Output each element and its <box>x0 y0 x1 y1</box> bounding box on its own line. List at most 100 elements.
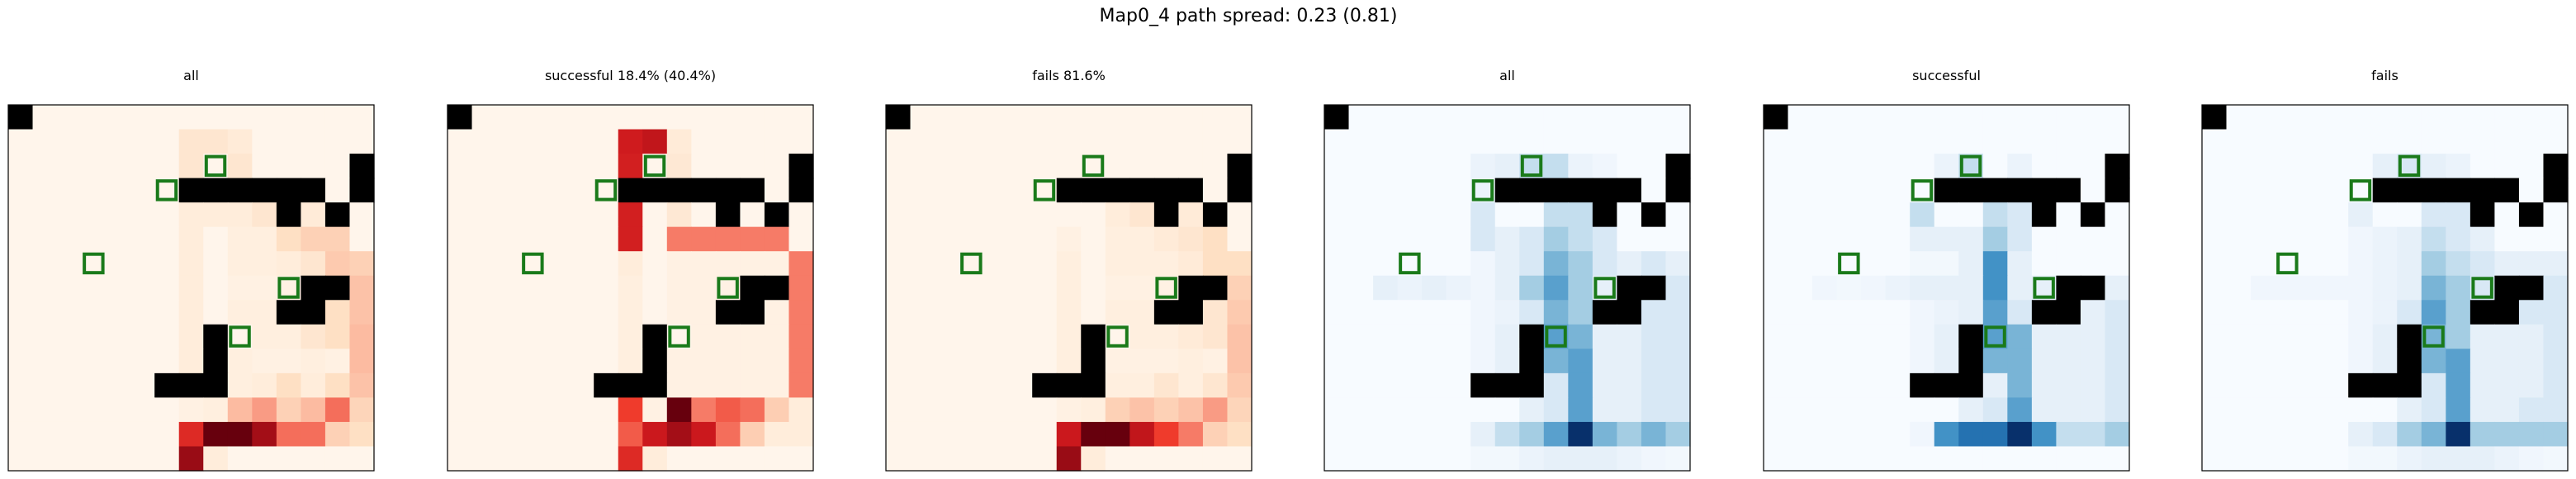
heatmap-cell <box>1641 397 1667 423</box>
heatmap-cell <box>2543 251 2569 277</box>
heatmap-cell <box>2226 275 2252 301</box>
heatmap-cell <box>1982 154 2008 179</box>
wall-cell <box>1056 372 1082 398</box>
heatmap-cell <box>1422 202 1447 228</box>
wall-cell <box>666 178 692 203</box>
heatmap-cell <box>2080 251 2106 277</box>
heatmap-cell <box>2275 154 2300 179</box>
heatmap-cell <box>81 446 107 472</box>
wall-cell <box>788 154 814 179</box>
heatmap-cell <box>154 397 180 423</box>
heatmap-cell <box>1422 129 1447 154</box>
heatmap-cell <box>1422 372 1447 398</box>
heatmap-cell <box>1788 349 1813 374</box>
heatmap-cell <box>1836 397 1862 423</box>
wall-cell <box>1617 300 1642 325</box>
heatmap-cell <box>788 446 814 472</box>
heatmap-cell <box>691 251 717 277</box>
heatmap-cell <box>130 275 155 301</box>
wall-cell <box>788 178 814 203</box>
heatmap-cell <box>1958 226 1984 252</box>
heatmap-cell <box>471 251 497 277</box>
heatmap-cell <box>715 129 741 154</box>
heatmap-cell <box>1446 129 1471 154</box>
heatmap-cell <box>1324 446 1350 472</box>
heatmap-cell <box>1764 372 1789 398</box>
heatmap-cell <box>1446 372 1471 398</box>
heatmap-cell <box>1178 154 1204 179</box>
heatmap-cell <box>301 324 326 349</box>
heatmap-cell <box>1910 154 1935 179</box>
heatmap-cell <box>1007 251 1033 277</box>
heatmap-cell <box>2397 300 2422 325</box>
heatmap-cell <box>1422 446 1447 472</box>
heatmap-cell <box>959 275 984 301</box>
heatmap-cell <box>2518 226 2545 252</box>
wall-cell <box>2056 275 2081 301</box>
heatmap-cell <box>2372 251 2398 277</box>
heatmap-cell <box>1494 446 1520 472</box>
heatmap-cell <box>740 349 765 374</box>
heatmap-cell <box>2323 372 2349 398</box>
heatmap-cell <box>2275 324 2300 349</box>
goal-marker <box>2033 277 2055 299</box>
heatmap-cell <box>1665 349 1691 374</box>
heatmap-cell <box>788 397 814 423</box>
heatmap-cell <box>2469 397 2495 423</box>
heatmap-cell <box>1446 324 1471 349</box>
wall-cell <box>2056 300 2081 325</box>
wall-cell <box>1934 372 1959 398</box>
heatmap-cell <box>1958 275 1984 301</box>
heatmap-cell <box>32 129 58 154</box>
goal-marker <box>1984 325 2006 348</box>
heatmap-cell <box>1105 397 1130 423</box>
heatmap-cell <box>1056 105 1082 130</box>
heatmap-cell <box>569 154 594 179</box>
heatmap-cell <box>324 349 351 374</box>
heatmap-cell <box>2056 349 2081 374</box>
wall-cell <box>2446 178 2471 203</box>
heatmap-cell <box>618 154 643 179</box>
heatmap-cell <box>691 154 717 179</box>
heatmap-cell <box>666 275 692 301</box>
heatmap-cell <box>2397 275 2422 301</box>
heatmap-cell <box>2446 324 2471 349</box>
heatmap-cell <box>349 349 375 374</box>
wall-cell <box>715 300 741 325</box>
heatmap-cell <box>349 129 375 154</box>
heatmap-cell <box>1081 129 1106 154</box>
heatmap-cell <box>2007 251 2033 277</box>
heatmap-cell <box>2372 349 2398 374</box>
heatmap-cell <box>1641 300 1667 325</box>
heatmap-cell <box>32 397 58 423</box>
heatmap-cell <box>32 421 58 448</box>
heatmap-cell <box>1446 349 1471 374</box>
wall-cell <box>2494 178 2520 203</box>
wall-cell <box>764 202 790 228</box>
heatmap-cell <box>1910 349 1935 374</box>
heatmap-cell <box>1617 105 1642 130</box>
heatmap-cell <box>2275 105 2300 130</box>
heatmap-cell <box>1081 300 1106 325</box>
wall-cell <box>1934 178 1959 203</box>
heatmap-cell <box>1592 129 1617 154</box>
heatmap-cell <box>1470 105 1496 130</box>
heatmap-cell <box>618 275 643 301</box>
wall-cell <box>1153 178 1179 203</box>
heatmap-cell <box>2226 421 2252 448</box>
heatmap-cell <box>106 202 131 228</box>
heatmap-cell <box>666 300 692 325</box>
heatmap-cell <box>1178 105 1204 130</box>
heatmap-cell <box>81 129 107 154</box>
heatmap-cell <box>764 178 790 203</box>
heatmap-cell <box>2494 446 2520 472</box>
heatmap-cell <box>32 178 58 203</box>
wall-cell <box>1470 372 1496 398</box>
heatmap-cell <box>2056 202 2081 228</box>
goal-marker <box>204 154 227 178</box>
heatmap-cell <box>81 154 107 179</box>
heatmap-cell <box>545 324 571 349</box>
heatmap-cell <box>447 372 473 398</box>
heatmap-cell <box>1446 154 1471 179</box>
heatmap-cell <box>1422 178 1447 203</box>
